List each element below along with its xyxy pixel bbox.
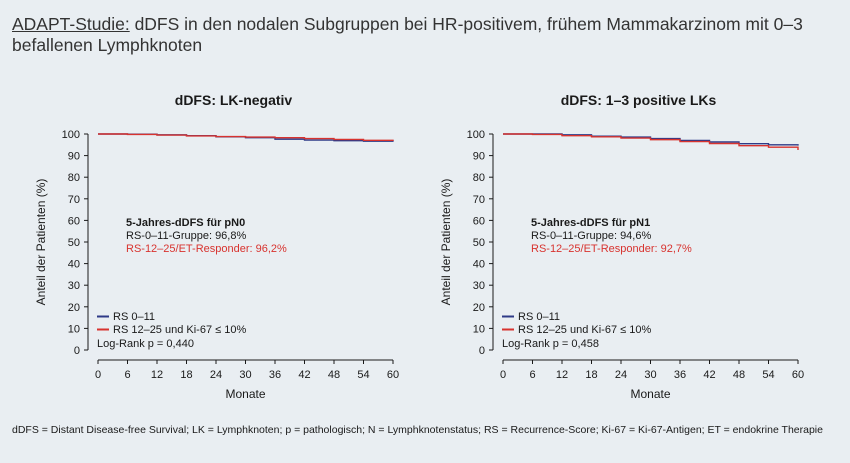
y-tick-label: 70 bbox=[473, 194, 485, 206]
x-tick-label: 48 bbox=[733, 369, 745, 381]
logrank-text: Log-Rank p = 0,440 bbox=[97, 338, 194, 350]
annotation-rs-0-11: RS-0–11-Gruppe: 94,6% bbox=[531, 230, 651, 242]
x-tick-label: 42 bbox=[298, 369, 310, 381]
x-tick-label: 0 bbox=[95, 369, 101, 381]
y-tick-label: 60 bbox=[473, 215, 485, 227]
x-tick-label: 60 bbox=[792, 369, 804, 381]
y-tick-label: 60 bbox=[68, 215, 80, 227]
chart-panel-right: dDFS: 1–3 positive LKs 0 10 20 30 40 50 60 70 80 9… bbox=[420, 88, 820, 413]
y-tick-label: 30 bbox=[68, 280, 80, 292]
y-tick-label: 100 bbox=[62, 129, 80, 141]
footnote: dDFS = Distant Disease-free Survival; LK… bbox=[12, 424, 823, 436]
chart-title: dDFS: 1–3 positive LKs bbox=[561, 92, 717, 108]
y-tick-label: 20 bbox=[68, 302, 80, 314]
y-tick-label: 40 bbox=[473, 259, 485, 271]
y-axis-label: Anteil der Patienten (%) bbox=[34, 179, 48, 306]
x-axis-label: Monate bbox=[630, 387, 670, 401]
y-tick-label: 40 bbox=[68, 259, 80, 271]
x-tick-label: 18 bbox=[585, 369, 597, 381]
title-lead: ADAPT-Studie: bbox=[12, 14, 130, 34]
x-tick-label: 12 bbox=[556, 369, 568, 381]
annotation-rs-0-11: RS-0–11-Gruppe: 96,8% bbox=[126, 230, 246, 242]
x-tick-label: 30 bbox=[644, 369, 656, 381]
y-tick-label: 30 bbox=[473, 280, 485, 292]
legend-label: RS 0–11 bbox=[518, 311, 560, 323]
legend-label: RS 12–25 und Ki-67 ≤ 10% bbox=[518, 324, 651, 336]
x-tick-label: 30 bbox=[239, 369, 251, 381]
y-tick-label: 20 bbox=[473, 302, 485, 314]
x-tick-label: 48 bbox=[328, 369, 340, 381]
title-rest: dDFS in den nodalen Subgruppen bei HR-po… bbox=[12, 14, 803, 55]
x-tick-label: 54 bbox=[762, 369, 774, 381]
x-tick-label: 42 bbox=[703, 369, 715, 381]
y-tick-label: 100 bbox=[467, 129, 485, 141]
y-tick-label: 80 bbox=[473, 172, 485, 184]
x-tick-label: 18 bbox=[180, 369, 192, 381]
logrank-text: Log-Rank p = 0,458 bbox=[502, 338, 599, 350]
y-tick-label: 50 bbox=[68, 237, 80, 249]
legend-label: RS 12–25 und Ki-67 ≤ 10% bbox=[113, 324, 246, 336]
y-tick-label: 90 bbox=[68, 151, 80, 163]
annotation-heading: 5-Jahres-dDFS für pN1 bbox=[531, 217, 650, 229]
x-axis-label: Monate bbox=[225, 387, 265, 401]
km-chart-left: dDFS: LK-negativ 0 10 20 30 40 50 60 70 80 90 100 0 6… bbox=[34, 92, 399, 401]
annotation-heading: 5-Jahres-dDFS für pN0 bbox=[126, 217, 245, 229]
survival-curve-rs-12-25 bbox=[503, 133, 799, 150]
x-tick-label: 54 bbox=[357, 369, 369, 381]
y-tick-label: 10 bbox=[473, 323, 485, 335]
y-tick-label: 70 bbox=[68, 194, 80, 206]
km-chart-right: dDFS: 1–3 positive LKs010203040506070809… bbox=[439, 92, 804, 401]
annotation-rs-12-25: RS-12–25/ET-Responder: 96,2% bbox=[126, 243, 287, 255]
x-tick-label: 36 bbox=[269, 369, 281, 381]
y-tick-label: 0 bbox=[74, 345, 80, 357]
y-tick-label: 10 bbox=[68, 323, 80, 335]
page-title: ADAPT-Studie: dDFS in den nodalen Subgru… bbox=[12, 14, 812, 56]
x-tick-label: 6 bbox=[529, 369, 535, 381]
chart-title: dDFS: LK-negativ bbox=[175, 92, 293, 108]
y-tick-label: 90 bbox=[473, 151, 485, 163]
survival-curve-rs-0-11 bbox=[98, 133, 394, 142]
x-tick-label: 6 bbox=[124, 369, 130, 381]
legend-label: RS 0–11 bbox=[113, 311, 155, 323]
y-tick-label: 0 bbox=[479, 345, 485, 357]
y-tick-label: 80 bbox=[68, 172, 80, 184]
y-tick-label: 50 bbox=[473, 237, 485, 249]
x-tick-label: 12 bbox=[151, 369, 163, 381]
x-tick-label: 36 bbox=[674, 369, 686, 381]
x-tick-label: 60 bbox=[387, 369, 399, 381]
y-axis-label: Anteil der Patienten (%) bbox=[439, 179, 453, 306]
annotation-rs-12-25: RS-12–25/ET-Responder: 92,7% bbox=[531, 243, 692, 255]
survival-curve-rs-0-11 bbox=[503, 133, 799, 146]
chart-panel-left: dDFS: LK-negativ 0 10 20 30 40 50 60 70 80 90 100 0 6… bbox=[15, 88, 415, 413]
x-tick-label: 24 bbox=[210, 369, 222, 381]
x-tick-label: 24 bbox=[615, 369, 627, 381]
x-tick-label: 0 bbox=[500, 369, 506, 381]
survival-curve-rs-12-25 bbox=[98, 133, 394, 141]
